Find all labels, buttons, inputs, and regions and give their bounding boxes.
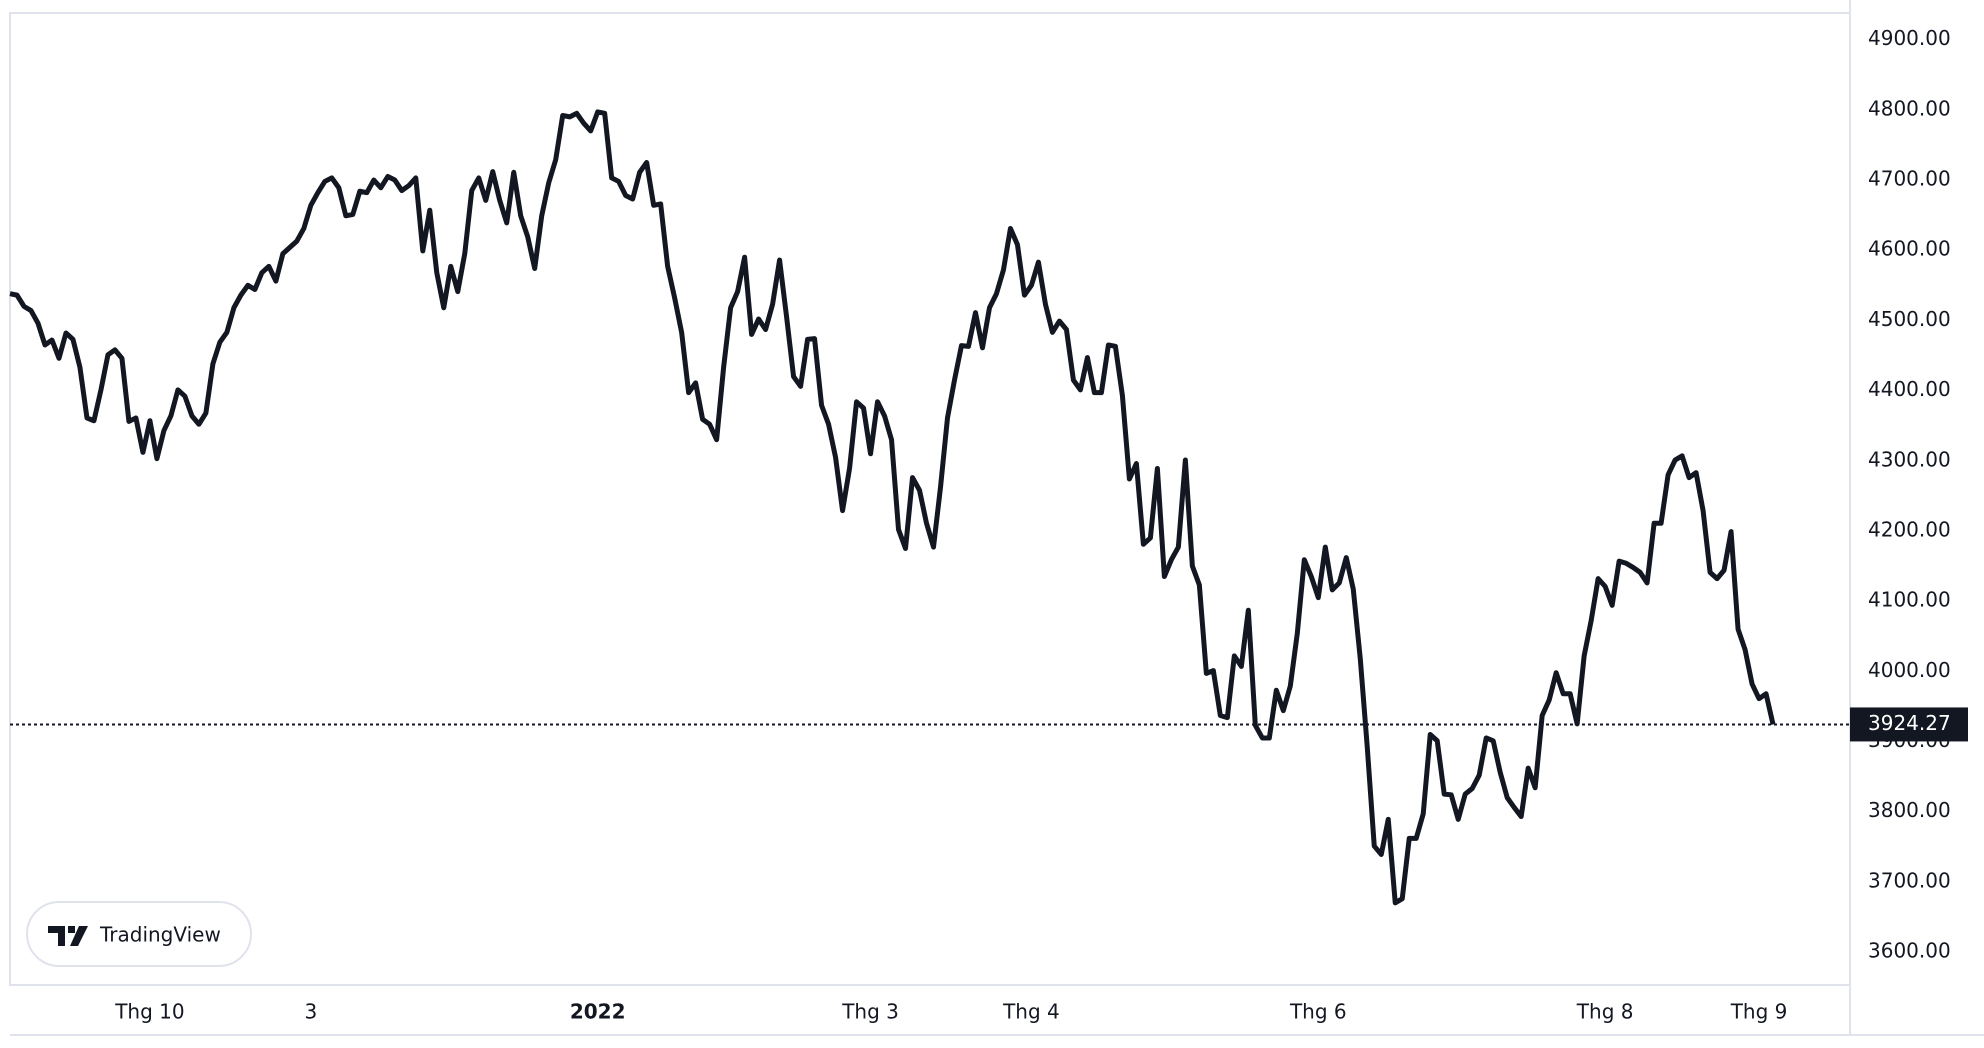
x-tick-label: Thg 6	[1289, 1000, 1347, 1024]
watermark-box	[26, 901, 252, 967]
last-price-label: 3924.27	[1868, 711, 1951, 735]
y-tick-label: 4200.00	[1868, 517, 1951, 541]
y-tick-label: 4700.00	[1868, 167, 1951, 191]
y-tick-label: 3700.00	[1868, 868, 1951, 892]
y-tick-label: 4500.00	[1868, 307, 1951, 331]
y-tick-label: 4000.00	[1868, 658, 1951, 682]
price-line	[9, 109, 1776, 906]
last-price-badge	[1850, 707, 1968, 742]
x-tick-label: Thg 8	[1576, 1000, 1634, 1024]
plot-border	[9, 12, 1851, 986]
y-tick-label: 3600.00	[1868, 939, 1951, 963]
x-tick-label: 2022	[570, 1000, 626, 1024]
watermark-logo	[48, 926, 88, 946]
y-tick-label: 4100.00	[1868, 588, 1951, 612]
watermark: TradingView	[26, 901, 252, 967]
y-tick-label: 3800.00	[1868, 798, 1951, 822]
x-tick-label: 3	[304, 1000, 317, 1024]
x-tick-label: Thg 9	[1730, 1000, 1788, 1024]
y-tick-label: 4400.00	[1868, 377, 1951, 401]
y-tick-label: 4300.00	[1868, 447, 1951, 471]
watermark-text: TradingView	[99, 923, 221, 947]
y-tick-label: 4900.00	[1868, 26, 1951, 50]
x-tick-label: Thg 3	[841, 1000, 899, 1024]
y-tick-label: 4800.00	[1868, 96, 1951, 120]
y-tick-label: 4600.00	[1868, 237, 1951, 261]
x-tick-label: Thg 4	[1002, 1000, 1060, 1024]
x-tick-label: Thg 10	[114, 1000, 184, 1024]
